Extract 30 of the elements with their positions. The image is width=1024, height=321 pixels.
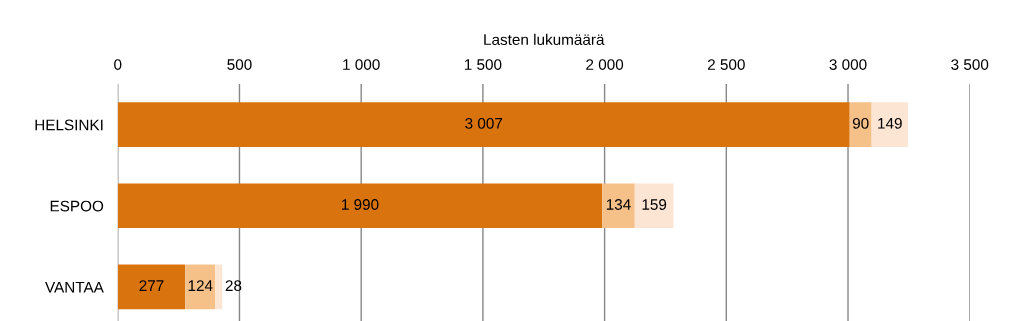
bar [117, 102, 850, 147]
y-tick-label: VANTAA [45, 281, 104, 293]
x-tick-label: 0 [114, 59, 122, 70]
x-tick-label: 3 500 [951, 59, 989, 70]
bar [215, 264, 223, 310]
bar [634, 183, 674, 229]
data-label: 124 [188, 280, 213, 291]
bar [117, 264, 186, 310]
bar [117, 183, 603, 229]
bar [602, 183, 635, 229]
y-tick-label: HELSINKI [35, 119, 103, 131]
data-label: 28 [225, 280, 242, 292]
x-tick-label: 1 000 [343, 59, 380, 70]
bar [185, 264, 216, 310]
bar [871, 102, 908, 147]
x-axis-title: Lasten lukumäärä [484, 33, 605, 46]
data-label: 159 [642, 199, 667, 210]
data-label: 134 [606, 199, 631, 210]
y-tick-label: ESPOO [50, 200, 104, 212]
bar [849, 102, 872, 147]
data-label: 149 [878, 117, 902, 129]
x-tick-label: 2 500 [707, 59, 745, 70]
data-label: 1 990 [342, 199, 379, 210]
x-tick-label: 3 000 [829, 59, 867, 70]
data-label: 90 [852, 117, 869, 129]
data-label: 277 [139, 280, 164, 291]
x-tick-label: 1 500 [464, 59, 502, 70]
data-label: 3 007 [465, 117, 503, 129]
x-tick-label: 2 000 [586, 59, 624, 70]
x-tick-label: 500 [227, 59, 252, 70]
